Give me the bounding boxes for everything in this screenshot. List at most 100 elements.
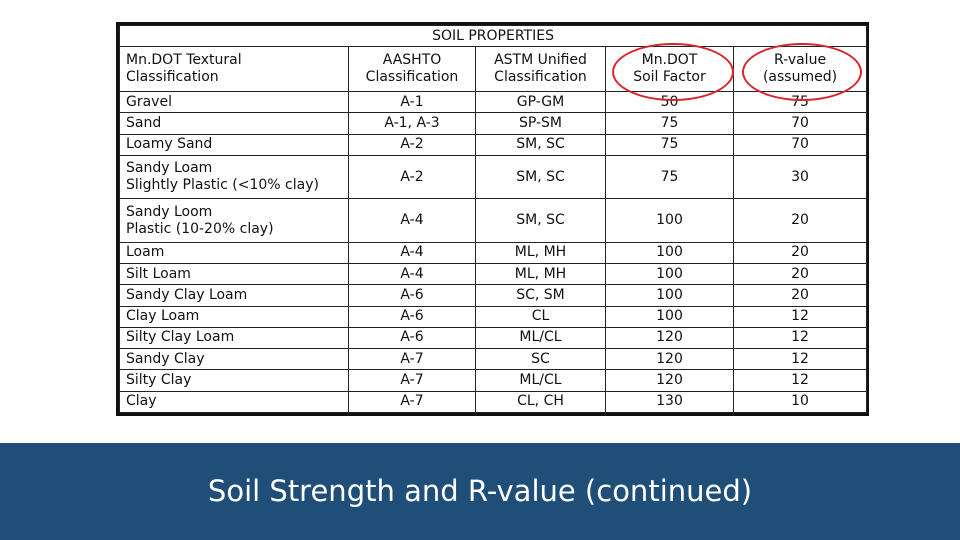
- cell-r-value: 12: [732, 326, 868, 350]
- cell-r-value: 30: [732, 154, 868, 200]
- table-row: Clay Loam A-6 CL 100 12: [119, 305, 868, 328]
- cell-soil-factor: 100: [605, 305, 734, 328]
- cell-r-value: 75: [732, 90, 868, 114]
- header-line: (assumed): [762, 69, 838, 85]
- cell-texture: Silty Clay Loam: [119, 326, 349, 350]
- cell-soil-factor: 100: [605, 198, 734, 243]
- texture-line: Sandy Loam: [126, 160, 213, 177]
- header-line: Mn.DOT: [641, 52, 698, 68]
- cell-aashto: A-7: [348, 390, 476, 414]
- cell-texture: Clay Loam: [119, 305, 349, 328]
- table-row: Sandy Loam Slightly Plastic (<10% clay) A-…: [119, 154, 868, 200]
- texture-line: Silty Clay Loam: [126, 329, 235, 346]
- cell-soil-factor: 100: [605, 284, 734, 307]
- cell-r-value: 10: [732, 390, 868, 414]
- cell-soil-factor: 120: [605, 369, 734, 392]
- cell-aashto: A-7: [348, 348, 476, 371]
- header-r-value: R-value (assumed): [732, 46, 868, 92]
- header-line: Classification: [494, 69, 587, 85]
- cell-r-value: 70: [732, 133, 868, 156]
- cell-texture: Gravel: [119, 90, 349, 114]
- table-row: Sandy Clay Loam A-6 SC, SM 100 20: [119, 284, 868, 307]
- texture-line: Plastic (10-20% clay): [126, 220, 274, 237]
- cell-texture: Sandy Loom Plastic (10-20% clay): [119, 198, 349, 243]
- soil-properties-table: SOIL PROPERTIES Mn.DOT Textural Classifi…: [118, 25, 868, 414]
- cell-astm: ML/CL: [475, 369, 606, 392]
- cell-aashto: A-4: [348, 241, 476, 265]
- cell-soil-factor: 120: [605, 326, 734, 350]
- cell-aashto: A-4: [348, 198, 476, 243]
- table-row: Clay A-7 CL, CH 130 10: [119, 390, 868, 414]
- texture-line: Sandy Clay: [126, 350, 205, 367]
- texture-line: Clay Loam: [126, 308, 200, 325]
- header-line: ASTM Unified: [494, 52, 587, 68]
- cell-texture: Sandy Clay Loam: [119, 284, 349, 307]
- table-row: Sand A-1, A-3 SP-SM 75 70: [119, 112, 868, 135]
- cell-astm: CL: [475, 305, 606, 328]
- cell-astm: ML, MH: [475, 263, 606, 286]
- cell-astm: GP-GM: [475, 90, 606, 114]
- cell-texture: Loam: [119, 241, 349, 265]
- cell-astm: SP-SM: [475, 112, 606, 135]
- table-row: Gravel A-1 GP-GM 50 75: [119, 90, 868, 114]
- cell-r-value: 12: [732, 348, 868, 371]
- cell-soil-factor: 100: [605, 241, 734, 265]
- cell-astm: CL, CH: [475, 390, 606, 414]
- cell-texture: Silt Loam: [119, 263, 349, 286]
- cell-astm: ML/CL: [475, 326, 606, 350]
- cell-aashto: A-6: [348, 305, 476, 328]
- cell-texture: Sandy Clay: [119, 348, 349, 371]
- cell-aashto: A-2: [348, 154, 476, 200]
- cell-soil-factor: 75: [605, 154, 734, 200]
- cell-astm: SM, SC: [475, 154, 606, 200]
- header-soil-factor: Mn.DOT Soil Factor: [605, 46, 734, 92]
- cell-soil-factor: 75: [605, 112, 734, 135]
- header-textural-classification: Mn.DOT Textural Classification: [119, 46, 349, 92]
- cell-r-value: 20: [732, 284, 868, 307]
- header-line: Mn.DOT Textural: [126, 52, 242, 68]
- cell-aashto: A-6: [348, 326, 476, 350]
- cell-r-value: 12: [732, 305, 868, 328]
- cell-texture: Sandy Loam Slightly Plastic (<10% clay): [119, 154, 349, 200]
- table-row: Loamy Sand A-2 SM, SC 75 70: [119, 133, 868, 156]
- header-line: Classification: [126, 69, 219, 85]
- texture-line: Loam: [126, 244, 165, 261]
- cell-astm: SM, SC: [475, 198, 606, 243]
- texture-line: Clay: [126, 393, 157, 410]
- cell-r-value: 20: [732, 263, 868, 286]
- cell-aashto: A-1: [348, 90, 476, 114]
- cell-aashto: A-6: [348, 284, 476, 307]
- cell-soil-factor: 75: [605, 133, 734, 156]
- cell-soil-factor: 50: [605, 90, 734, 114]
- cell-astm: SC: [475, 348, 606, 371]
- cell-aashto: A-4: [348, 263, 476, 286]
- texture-line: Sand: [126, 114, 162, 131]
- cell-texture: Clay: [119, 390, 349, 414]
- texture-line: Slightly Plastic (<10% clay): [126, 177, 319, 194]
- texture-line: Silt Loam: [126, 265, 191, 282]
- table-title: SOIL PROPERTIES: [118, 25, 868, 47]
- header-aashto-classification: AASHTO Classification: [348, 46, 476, 92]
- table-row: Silty Clay A-7 ML/CL 120 12: [119, 369, 868, 392]
- header-line: R-value: [773, 52, 827, 68]
- cell-aashto: A-7: [348, 369, 476, 392]
- cell-aashto: A-2: [348, 133, 476, 156]
- cell-astm: SC, SM: [475, 284, 606, 307]
- slide-title: Soil Strength and R-value (continued): [207, 473, 753, 508]
- table-row: Sandy Clay A-7 SC 120 12: [119, 348, 868, 371]
- header-astm-classification: ASTM Unified Classification: [475, 46, 606, 92]
- texture-line: Sandy Clay Loam: [126, 286, 248, 303]
- table-row: Sandy Loom Plastic (10-20% clay) A-4 SM, SC…: [119, 198, 868, 243]
- table-row: Silty Clay Loam A-6 ML/CL 120 12: [119, 326, 868, 350]
- cell-aashto: A-1, A-3: [348, 112, 476, 135]
- soil-properties-table-frame: SOIL PROPERTIES Mn.DOT Textural Classifi…: [116, 22, 869, 416]
- cell-soil-factor: 120: [605, 348, 734, 371]
- cell-astm: ML, MH: [475, 241, 606, 265]
- cell-texture: Silty Clay: [119, 369, 349, 392]
- cell-texture: Loamy Sand: [119, 133, 349, 156]
- cell-texture: Sand: [119, 112, 349, 135]
- cell-r-value: 70: [732, 112, 868, 135]
- table-header-row: Mn.DOT Textural Classification AASHTO Cl…: [119, 46, 868, 92]
- cell-soil-factor: 130: [605, 390, 734, 414]
- slide-body: SOIL PROPERTIES Mn.DOT Textural Classifi…: [116, 22, 869, 416]
